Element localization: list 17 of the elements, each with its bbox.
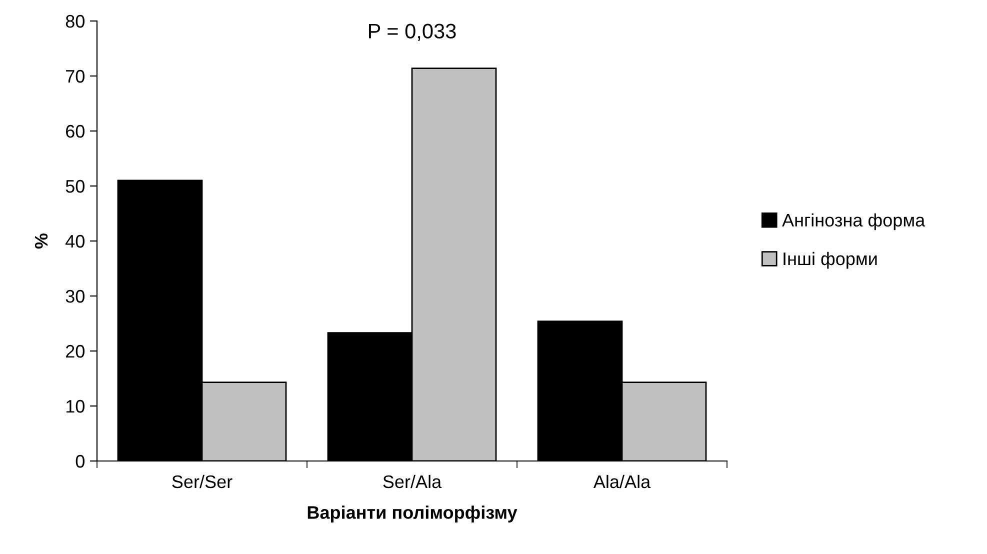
y-tick-label: 60 [66,124,84,138]
x-tick-label: Ser/Ala [383,474,442,488]
x-axis-title: Варіанти поліморфізму [308,506,518,522]
y-tick-label: 70 [66,70,84,83]
legend-label: Ангінозна форма [782,213,926,230]
x-tick-label: Ser/Ser [172,474,232,488]
x-tick-label: Ala/Ala [593,474,651,488]
legend-label: Інші форми [784,252,877,269]
y-axis-title: % [34,233,48,249]
y-tick-label: 10 [66,400,84,413]
y-tick-label: 40 [66,234,84,248]
annotation: P = 0,033 [369,24,456,41]
y-tick-label: 20 [66,344,84,358]
y-tick-label: 50 [66,180,84,193]
y-tick-label: 0 [76,454,84,468]
y-tick-label: 80 [66,14,84,28]
y-tick-label: 30 [66,290,84,303]
